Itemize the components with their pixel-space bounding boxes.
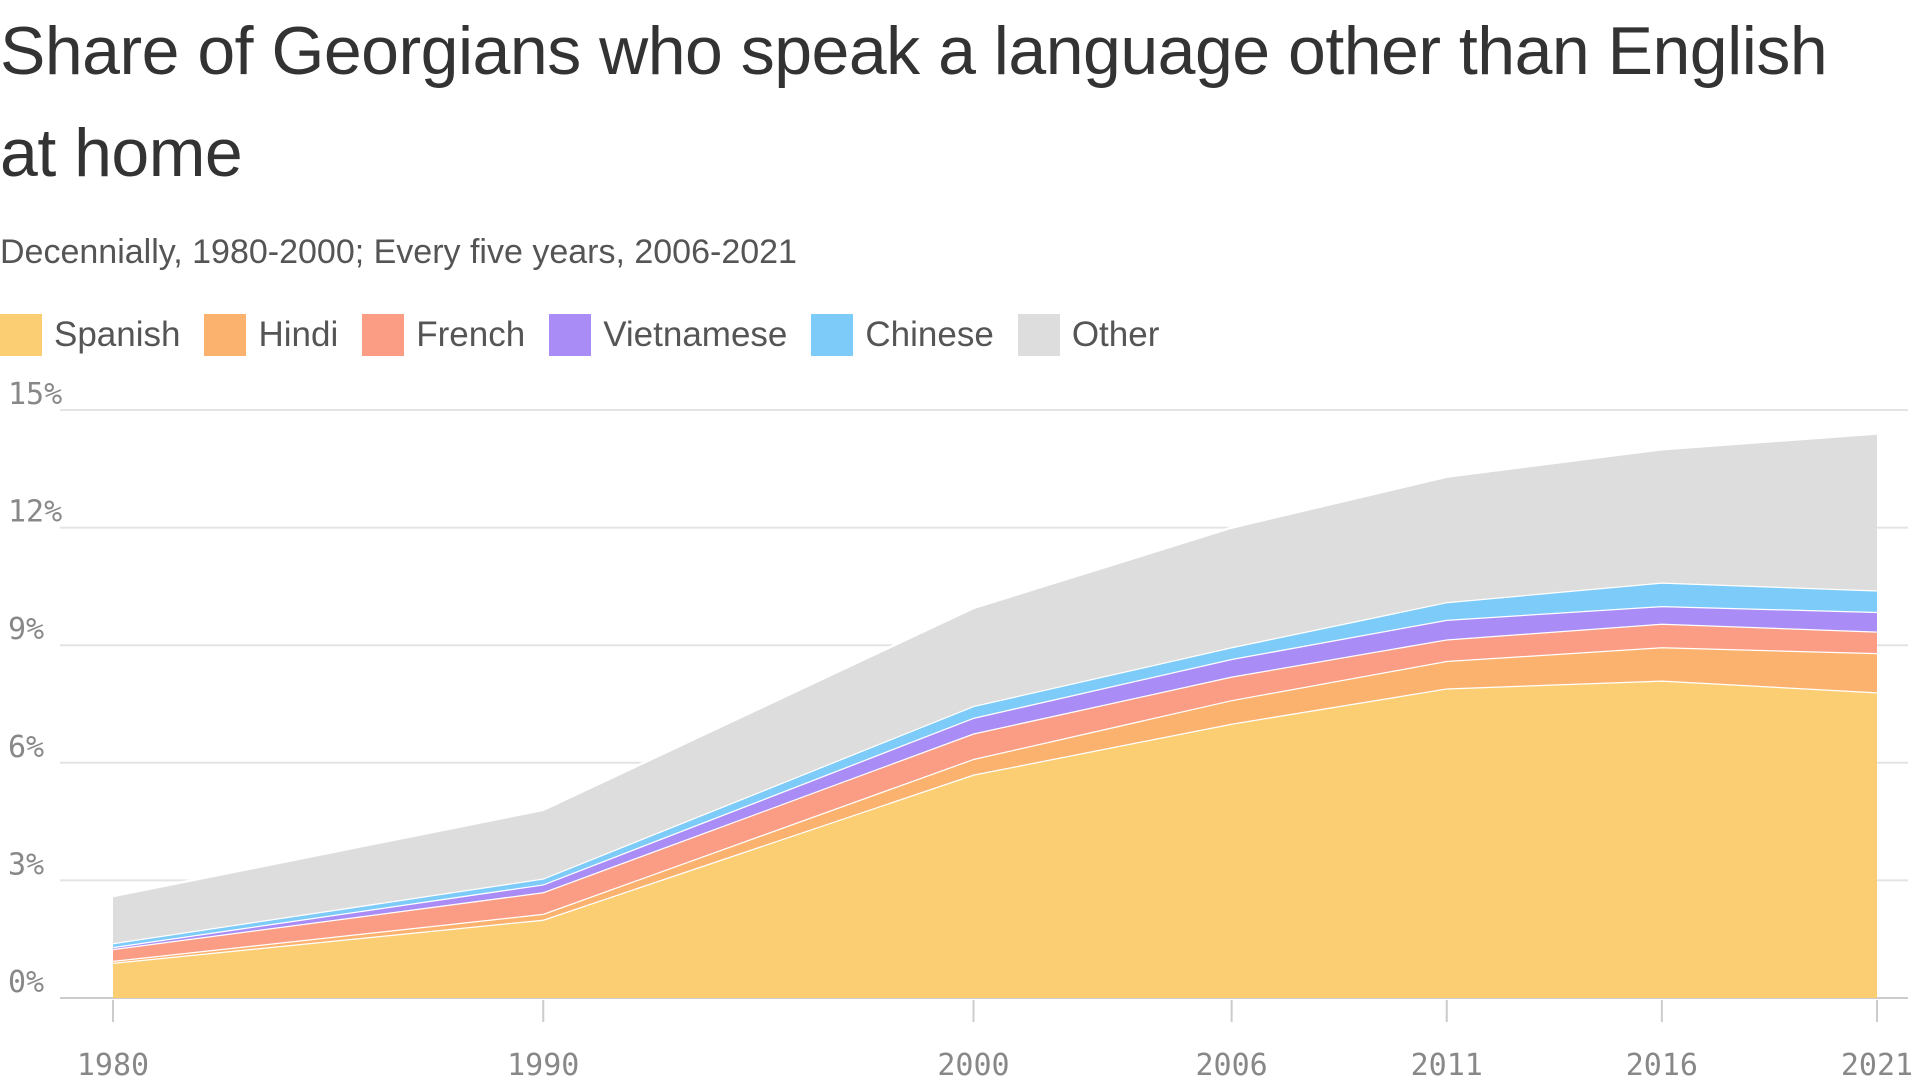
- x-tick-label: 2021: [1841, 1048, 1913, 1080]
- legend-item-other: Other: [1017, 314, 1160, 356]
- legend-item-vietnamese: Vietnamese: [549, 314, 787, 356]
- area-other: [113, 433, 1877, 944]
- legend-swatch: [204, 314, 247, 356]
- chart-title: Share of Georgians who speak a language …: [0, 13, 1828, 191]
- legend-item-spanish: Spanish: [0, 314, 180, 356]
- x-tick-label: 1980: [77, 1048, 149, 1080]
- legend-label: Other: [1071, 315, 1160, 354]
- legend-swatch: [1017, 314, 1060, 356]
- chart-subtitle: Decennially, 1980-2000; Every five years…: [0, 233, 797, 271]
- y-tick-label: 12%: [8, 495, 62, 530]
- legend-swatch: [811, 314, 854, 356]
- area-hindi: [113, 647, 1877, 963]
- legend-label: Spanish: [54, 315, 181, 354]
- legend-item-french: French: [362, 314, 525, 356]
- legend-label: Hindi: [258, 315, 339, 354]
- legend-swatch: [362, 314, 405, 356]
- y-tick-label: 0%: [8, 965, 44, 1000]
- legend: Spanish Hindi French Vietnamese Chinese Other: [0, 313, 1183, 357]
- area-spanish: [113, 680, 1877, 998]
- area-layers: [112, 432, 1878, 998]
- legend-label: Vietnamese: [603, 315, 788, 354]
- y-tick-label: 3%: [8, 847, 44, 882]
- x-tick-label: 2006: [1196, 1048, 1268, 1080]
- legend-swatch: [0, 314, 42, 356]
- y-tick-label: 15%: [8, 377, 62, 412]
- legend-label: French: [416, 315, 526, 354]
- legend-item-chinese: Chinese: [811, 314, 994, 356]
- area-edge-other: [112, 432, 1878, 898]
- y-tick-label: 6%: [8, 730, 44, 765]
- x-tick-label: 2016: [1626, 1048, 1698, 1080]
- area-french: [113, 623, 1877, 961]
- legend-item-hindi: Hindi: [204, 314, 338, 356]
- y-tick-label: 9%: [8, 612, 44, 647]
- x-tick-label: 2000: [937, 1048, 1009, 1080]
- legend-swatch: [549, 314, 592, 356]
- x-tick-label: 2011: [1411, 1048, 1483, 1080]
- legend-label: Chinese: [865, 315, 994, 354]
- x-tick-label: 1990: [507, 1048, 579, 1080]
